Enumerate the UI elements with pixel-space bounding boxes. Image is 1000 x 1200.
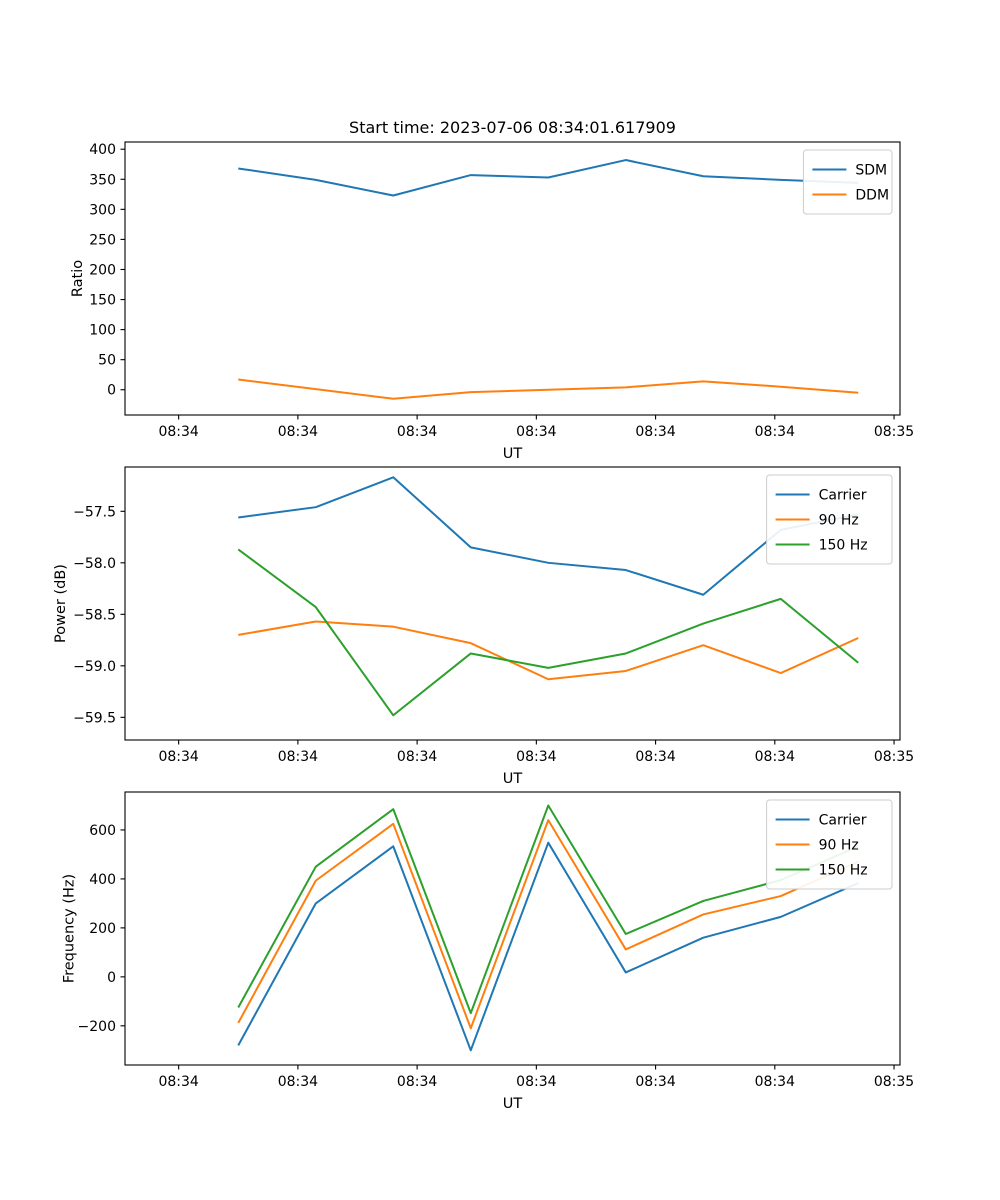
- xtick-label: 08:34: [278, 749, 318, 765]
- ytick-label: 0: [107, 970, 116, 986]
- ytick-label: 200: [89, 921, 116, 937]
- legend-label-150-hz: 150 Hz: [819, 863, 868, 879]
- ytick-label: 200: [89, 262, 116, 278]
- ytick-label: −58.5: [73, 607, 116, 623]
- ytick-label: −58.0: [73, 556, 116, 572]
- legend-panel-2: Carrier 90 Hz 150 Hz: [766, 474, 893, 565]
- legend-label-90-hz: 90 Hz: [819, 513, 859, 529]
- axes-frame: [124, 466, 901, 741]
- legend-box: [766, 799, 893, 890]
- xtick-label: 08:34: [516, 749, 556, 765]
- series-line-90-hz: [237, 819, 859, 1030]
- legend-label-carrier: Carrier: [819, 488, 867, 504]
- legend-label-carrier: Carrier: [819, 813, 867, 829]
- axes-panel-1: 08:34 08:34 08:34 08:34 08:34 08:34 08:35 UT 0 50…: [70, 118, 914, 462]
- xtick-label: 08:34: [516, 1074, 556, 1090]
- ytick-label: −59.0: [73, 659, 116, 675]
- xtick-label: 08:34: [755, 1074, 795, 1090]
- series-line-150-hz: [237, 804, 859, 1015]
- ytick-label: 250: [89, 232, 116, 248]
- xtick-label: 08:34: [635, 424, 675, 440]
- ytick-label: −200: [78, 1019, 116, 1035]
- legend-panel-3: Carrier 90 Hz 150 Hz: [766, 799, 893, 890]
- yaxis-label: Power (dB): [53, 564, 69, 643]
- series-line-carrier: [237, 841, 859, 1052]
- legend-label-150-hz: 150 Hz: [819, 538, 868, 554]
- xtick-label: 08:35: [874, 424, 914, 440]
- ytick-label: 50: [98, 353, 116, 369]
- axes-frame: [124, 791, 901, 1066]
- ytick-label: 400: [89, 872, 116, 888]
- xtick-label: 08:34: [278, 424, 318, 440]
- yaxis-label: Frequency (Hz): [61, 874, 77, 983]
- legend-box: [802, 149, 893, 215]
- ytick-label: −57.5: [73, 504, 116, 520]
- series-line-carrier: [238, 476, 859, 596]
- xtick-label: 08:34: [397, 1074, 437, 1090]
- xtick-label: 08:34: [397, 424, 437, 440]
- xtick-label: 08:34: [158, 424, 198, 440]
- series-line-90-hz: [238, 620, 859, 681]
- xtick-label: 08:34: [635, 1074, 675, 1090]
- ytick-label: 300: [89, 202, 116, 218]
- xtick-label: 08:34: [397, 749, 437, 765]
- legend-box: [766, 474, 893, 565]
- xtick-label: 08:34: [278, 1074, 318, 1090]
- xtick-label: 08:34: [755, 424, 795, 440]
- legend-label-90-hz: 90 Hz: [819, 838, 859, 854]
- xtick-label: 08:34: [755, 749, 795, 765]
- ytick-label: 400: [89, 142, 116, 158]
- xtick-label: 08:34: [158, 749, 198, 765]
- axes-frame: [124, 141, 901, 416]
- ytick-label: 0: [107, 383, 116, 399]
- series-line-150-hz: [237, 548, 859, 717]
- series-line-ddm: [238, 378, 859, 400]
- yaxis-label: Ratio: [70, 260, 86, 297]
- axes-panel-2: 08:34 08:34 08:34 08:34 08:34 08:34 08:35 UT −57…: [53, 466, 914, 787]
- xtick-label: 08:34: [516, 424, 556, 440]
- xaxis-label: UT: [503, 771, 523, 787]
- ytick-label: 150: [89, 293, 116, 309]
- legend-panel-1: SDM DDM: [802, 149, 893, 215]
- ytick-label: −59.5: [73, 710, 116, 726]
- ytick-label: 100: [89, 323, 116, 339]
- legend-label-sdm: SDM: [855, 163, 887, 179]
- xtick-label: 08:35: [874, 749, 914, 765]
- xaxis-label: UT: [503, 446, 523, 462]
- ytick-label: 350: [89, 172, 116, 188]
- legend-label-ddm: DDM: [855, 188, 889, 204]
- xaxis-label: UT: [503, 1096, 523, 1112]
- ytick-label: 600: [89, 823, 116, 839]
- axes-panel-3: 08:34 08:34 08:34 08:34 08:34 08:34 08:35 UT −20…: [61, 791, 914, 1112]
- xtick-label: 08:34: [158, 1074, 198, 1090]
- xtick-label: 08:34: [635, 749, 675, 765]
- xtick-label: 08:35: [874, 1074, 914, 1090]
- chart-title: Start time: 2023-07-06 08:34:01.617909: [349, 118, 676, 137]
- series-line-sdm: [238, 159, 859, 197]
